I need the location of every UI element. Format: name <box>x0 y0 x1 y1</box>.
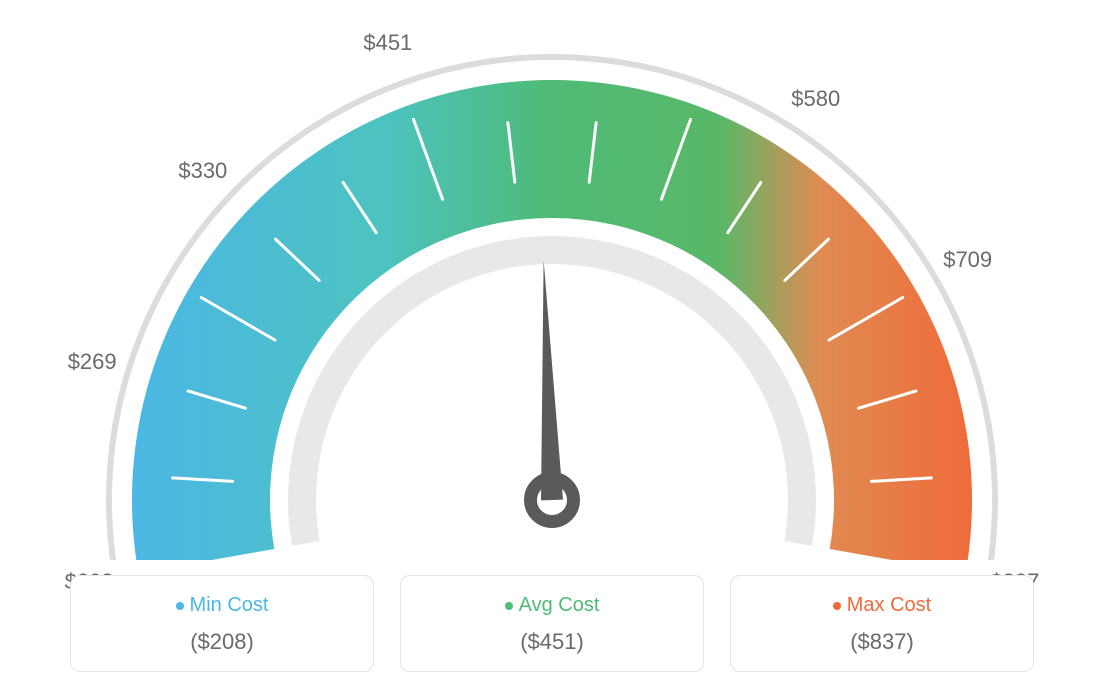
gauge-tick-label: $580 <box>791 86 840 112</box>
dot-icon <box>833 602 841 610</box>
gauge-tick-label: $451 <box>363 30 412 56</box>
gauge-svg-holder <box>0 0 1104 560</box>
legend-card-min: Min Cost ($208) <box>70 575 374 672</box>
legend-value-avg: ($451) <box>411 629 693 655</box>
legend-title-max: Max Cost <box>833 594 931 617</box>
dot-icon <box>505 602 513 610</box>
dot-icon <box>176 602 184 610</box>
legend-title-text: Max Cost <box>847 594 931 617</box>
cost-gauge: $208$269$330$451$580$709$837 <box>0 0 1104 560</box>
gauge-tick-label: $709 <box>943 247 992 273</box>
legend-value-max: ($837) <box>741 629 1023 655</box>
legend-row: Min Cost ($208) Avg Cost ($451) Max Cost… <box>0 575 1104 672</box>
legend-title-min: Min Cost <box>176 594 269 617</box>
legend-title-text: Min Cost <box>190 594 269 617</box>
legend-value-min: ($208) <box>81 629 363 655</box>
legend-card-avg: Avg Cost ($451) <box>400 575 704 672</box>
gauge-tick-label: $269 <box>68 349 117 375</box>
gauge-svg <box>0 0 1104 560</box>
legend-title-text: Avg Cost <box>519 594 600 617</box>
gauge-tick-label: $330 <box>178 158 227 184</box>
legend-card-max: Max Cost ($837) <box>730 575 1034 672</box>
legend-title-avg: Avg Cost <box>505 594 600 617</box>
